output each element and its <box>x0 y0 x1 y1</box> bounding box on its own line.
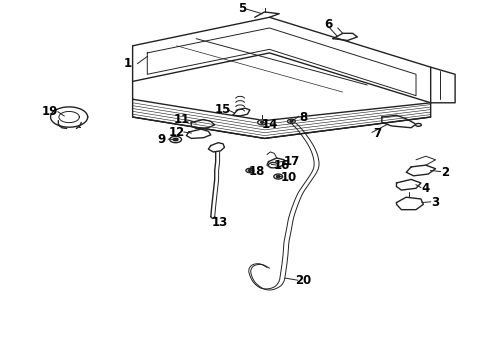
Ellipse shape <box>170 136 181 143</box>
Text: 4: 4 <box>422 182 430 195</box>
Ellipse shape <box>261 121 264 123</box>
Text: 1: 1 <box>123 57 132 70</box>
Text: 8: 8 <box>299 111 308 123</box>
Text: 17: 17 <box>283 155 299 168</box>
Ellipse shape <box>290 121 293 122</box>
Ellipse shape <box>274 174 283 179</box>
Ellipse shape <box>248 170 251 171</box>
Ellipse shape <box>416 123 421 126</box>
Ellipse shape <box>258 120 267 125</box>
Ellipse shape <box>246 168 254 173</box>
Ellipse shape <box>276 175 280 177</box>
Text: 3: 3 <box>432 196 440 209</box>
Text: 20: 20 <box>295 274 312 287</box>
Text: 16: 16 <box>273 159 290 172</box>
Text: 6: 6 <box>324 18 332 31</box>
Ellipse shape <box>173 138 178 141</box>
Text: 11: 11 <box>173 113 190 126</box>
Text: 15: 15 <box>215 103 231 116</box>
Text: 14: 14 <box>261 118 278 131</box>
Text: 19: 19 <box>41 105 58 118</box>
Text: 10: 10 <box>281 171 297 184</box>
Text: 5: 5 <box>239 2 246 15</box>
Text: 18: 18 <box>249 165 266 178</box>
Ellipse shape <box>288 119 295 123</box>
Text: 13: 13 <box>212 216 228 229</box>
Text: 2: 2 <box>441 166 449 179</box>
Text: 12: 12 <box>169 126 185 139</box>
Text: 7: 7 <box>373 127 381 140</box>
Text: 9: 9 <box>158 132 166 146</box>
Ellipse shape <box>269 162 278 168</box>
